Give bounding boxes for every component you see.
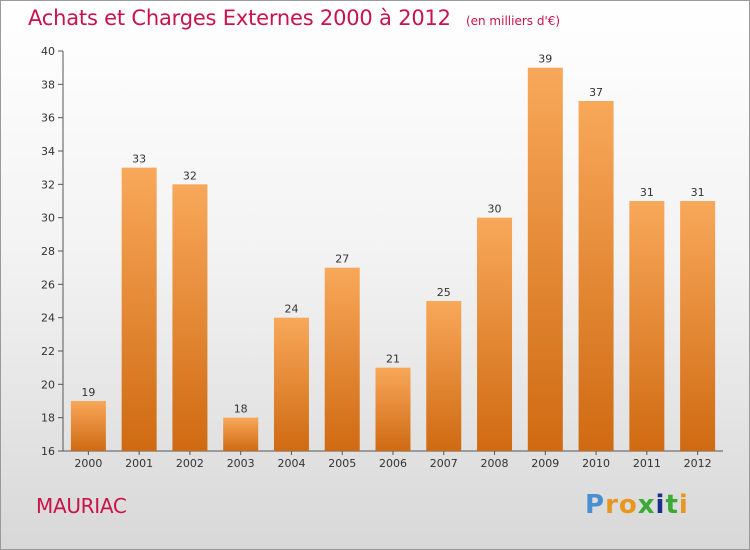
bar — [223, 417, 259, 451]
y-tick-label: 20 — [41, 378, 55, 391]
chart-title: Achats et Charges Externes 2000 à 2012 — [28, 6, 451, 30]
bar — [426, 301, 462, 451]
x-tick-label: 2012 — [684, 457, 712, 470]
bar-value-label: 19 — [81, 386, 95, 399]
bar-value-label: 30 — [488, 203, 502, 216]
x-tick-label: 2010 — [582, 457, 610, 470]
bar — [121, 167, 157, 451]
proxiti-logo: Proxiti — [585, 490, 689, 520]
bar — [477, 217, 513, 451]
y-tick-label: 18 — [41, 412, 55, 425]
bar — [629, 201, 665, 451]
y-tick-label: 38 — [41, 78, 55, 91]
bar-value-label: 24 — [284, 303, 298, 316]
x-tick-label: 2006 — [379, 457, 407, 470]
bar-value-label: 39 — [538, 53, 552, 66]
chart-title-block: Achats et Charges Externes 2000 à 2012 (… — [28, 6, 560, 30]
bar — [375, 367, 411, 451]
bar-value-label: 31 — [640, 186, 654, 199]
bar — [273, 317, 309, 451]
bar — [172, 184, 208, 452]
y-tick-label: 28 — [41, 245, 55, 258]
x-tick-label: 2003 — [227, 457, 255, 470]
chart-unit-note: (en milliers d'€) — [465, 14, 561, 28]
bar — [578, 101, 614, 451]
x-tick-label: 2005 — [328, 457, 356, 470]
bar-value-label: 31 — [691, 186, 705, 199]
bar — [324, 267, 360, 451]
y-tick-label: 34 — [41, 145, 55, 158]
x-tick-label: 2002 — [176, 457, 204, 470]
logo-letter: t — [665, 490, 679, 520]
y-tick-label: 32 — [41, 178, 55, 191]
logo-letter: x — [637, 490, 656, 520]
y-tick-label: 22 — [41, 345, 55, 358]
y-tick-label: 26 — [41, 278, 55, 291]
y-tick-label: 36 — [41, 112, 55, 125]
x-tick-label: 2008 — [481, 457, 509, 470]
x-tick-label: 2004 — [277, 457, 305, 470]
bar — [70, 401, 106, 451]
x-tick-label: 2009 — [531, 457, 559, 470]
y-tick-label: 40 — [41, 45, 55, 58]
bar-value-label: 27 — [335, 253, 349, 266]
bar-value-label: 37 — [589, 86, 603, 99]
logo-letter: P — [585, 490, 606, 520]
bar-value-label: 25 — [437, 286, 451, 299]
bar-value-label: 21 — [386, 353, 400, 366]
logo-letter: r — [605, 490, 619, 520]
x-tick-label: 2007 — [430, 457, 458, 470]
logo-letter: i — [655, 490, 666, 520]
bar-value-label: 32 — [183, 169, 197, 182]
x-tick-label: 2011 — [633, 457, 661, 470]
x-tick-label: 2000 — [74, 457, 102, 470]
city-name: MAURIAC — [36, 494, 127, 518]
y-tick-label: 16 — [41, 445, 55, 458]
x-tick-label: 2001 — [125, 457, 153, 470]
logo-letter: i — [678, 490, 689, 520]
bar-value-label: 18 — [234, 403, 248, 416]
bar — [680, 201, 716, 451]
bar-value-label: 33 — [132, 153, 146, 166]
logo-letter: o — [618, 490, 638, 520]
bar — [527, 67, 563, 452]
y-tick-label: 24 — [41, 312, 55, 325]
y-tick-label: 30 — [41, 212, 55, 225]
